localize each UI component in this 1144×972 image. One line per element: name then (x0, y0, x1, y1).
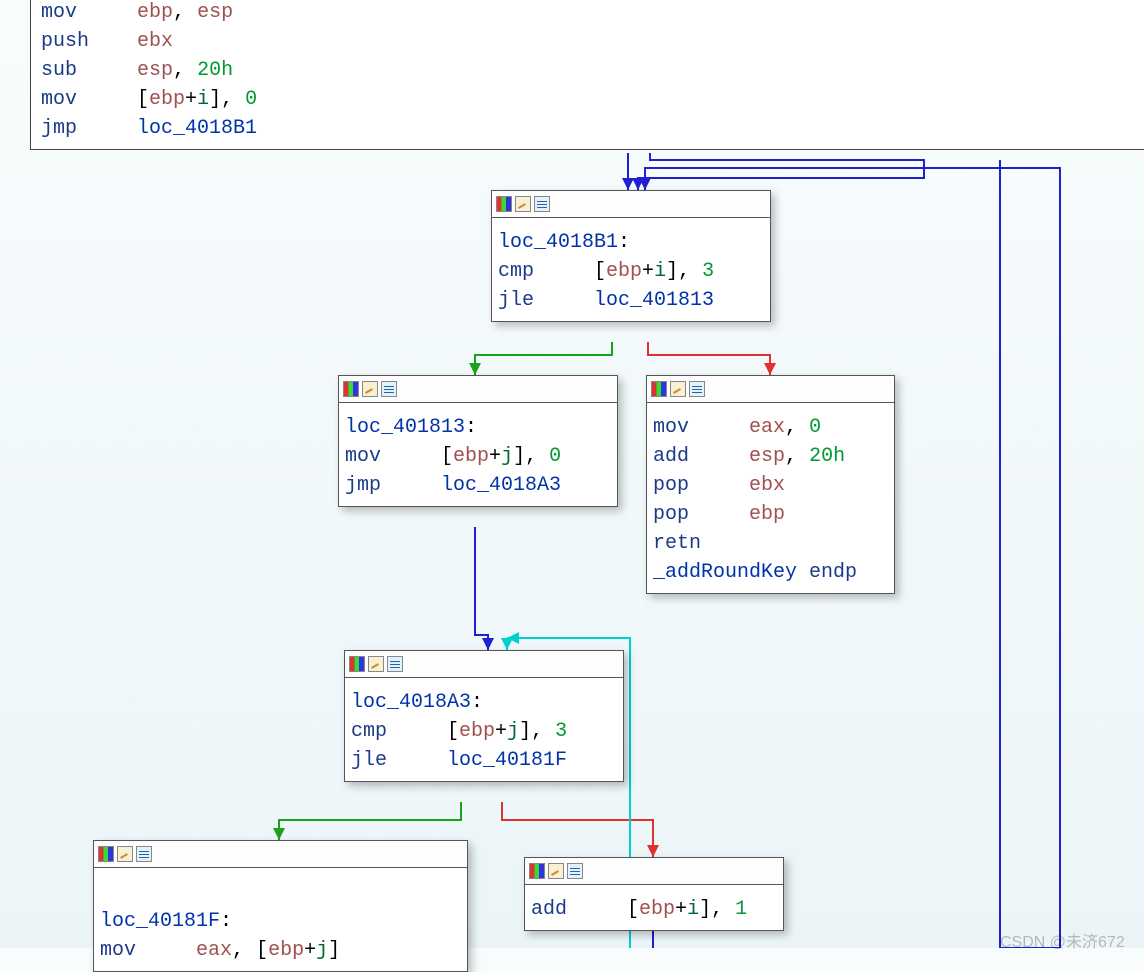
node-body: add [ebp+i], 1 (525, 885, 783, 930)
script-icon[interactable] (381, 381, 397, 397)
script-icon[interactable] (387, 656, 403, 672)
edit-icon[interactable] (515, 196, 531, 212)
palette-icon[interactable] (529, 863, 545, 879)
node-add-i: add [ebp+i], 1 (524, 857, 784, 931)
palette-icon[interactable] (343, 381, 359, 397)
palette-icon[interactable] (349, 656, 365, 672)
node-header[interactable] (339, 376, 617, 403)
node-body: loc_4018B1:cmp [ebp+i], 3jle loc_401813 (492, 218, 770, 321)
script-icon[interactable] (689, 381, 705, 397)
node-body: loc_4018A3:cmp [ebp+j], 3jle loc_40181F (345, 678, 623, 781)
node-header[interactable] (647, 376, 894, 403)
edit-icon[interactable] (362, 381, 378, 397)
node-loc_40181F: loc_40181F:mov eax, [ebp+j] (93, 840, 468, 972)
node-entry: mov ebp, esppush ebxsub esp, 20hmov [ebp… (30, 0, 1144, 150)
script-icon[interactable] (567, 863, 583, 879)
node-header[interactable] (94, 841, 467, 868)
edit-icon[interactable] (117, 846, 133, 862)
node-loc_4018A3: loc_4018A3:cmp [ebp+j], 3jle loc_40181F (344, 650, 624, 782)
script-icon[interactable] (534, 196, 550, 212)
palette-icon[interactable] (496, 196, 512, 212)
node-return: mov eax, 0add esp, 20hpop ebxpop ebpretn… (646, 375, 895, 594)
node-body: mov eax, 0add esp, 20hpop ebxpop ebpretn… (647, 403, 894, 593)
palette-icon[interactable] (98, 846, 114, 862)
node-header[interactable] (345, 651, 623, 678)
node-loc_401813: loc_401813:mov [ebp+j], 0jmp loc_4018A3 (338, 375, 618, 507)
edit-icon[interactable] (670, 381, 686, 397)
node-body: loc_40181F:mov eax, [ebp+j] (94, 868, 467, 971)
edit-icon[interactable] (368, 656, 384, 672)
node-header[interactable] (492, 191, 770, 218)
node-body: loc_401813:mov [ebp+j], 0jmp loc_4018A3 (339, 403, 617, 506)
node-header[interactable] (525, 858, 783, 885)
script-icon[interactable] (136, 846, 152, 862)
edit-icon[interactable] (548, 863, 564, 879)
node-loc_4018B1: loc_4018B1:cmp [ebp+i], 3jle loc_401813 (491, 190, 771, 322)
palette-icon[interactable] (651, 381, 667, 397)
watermark: CSDN @未济672 (1000, 928, 1125, 952)
